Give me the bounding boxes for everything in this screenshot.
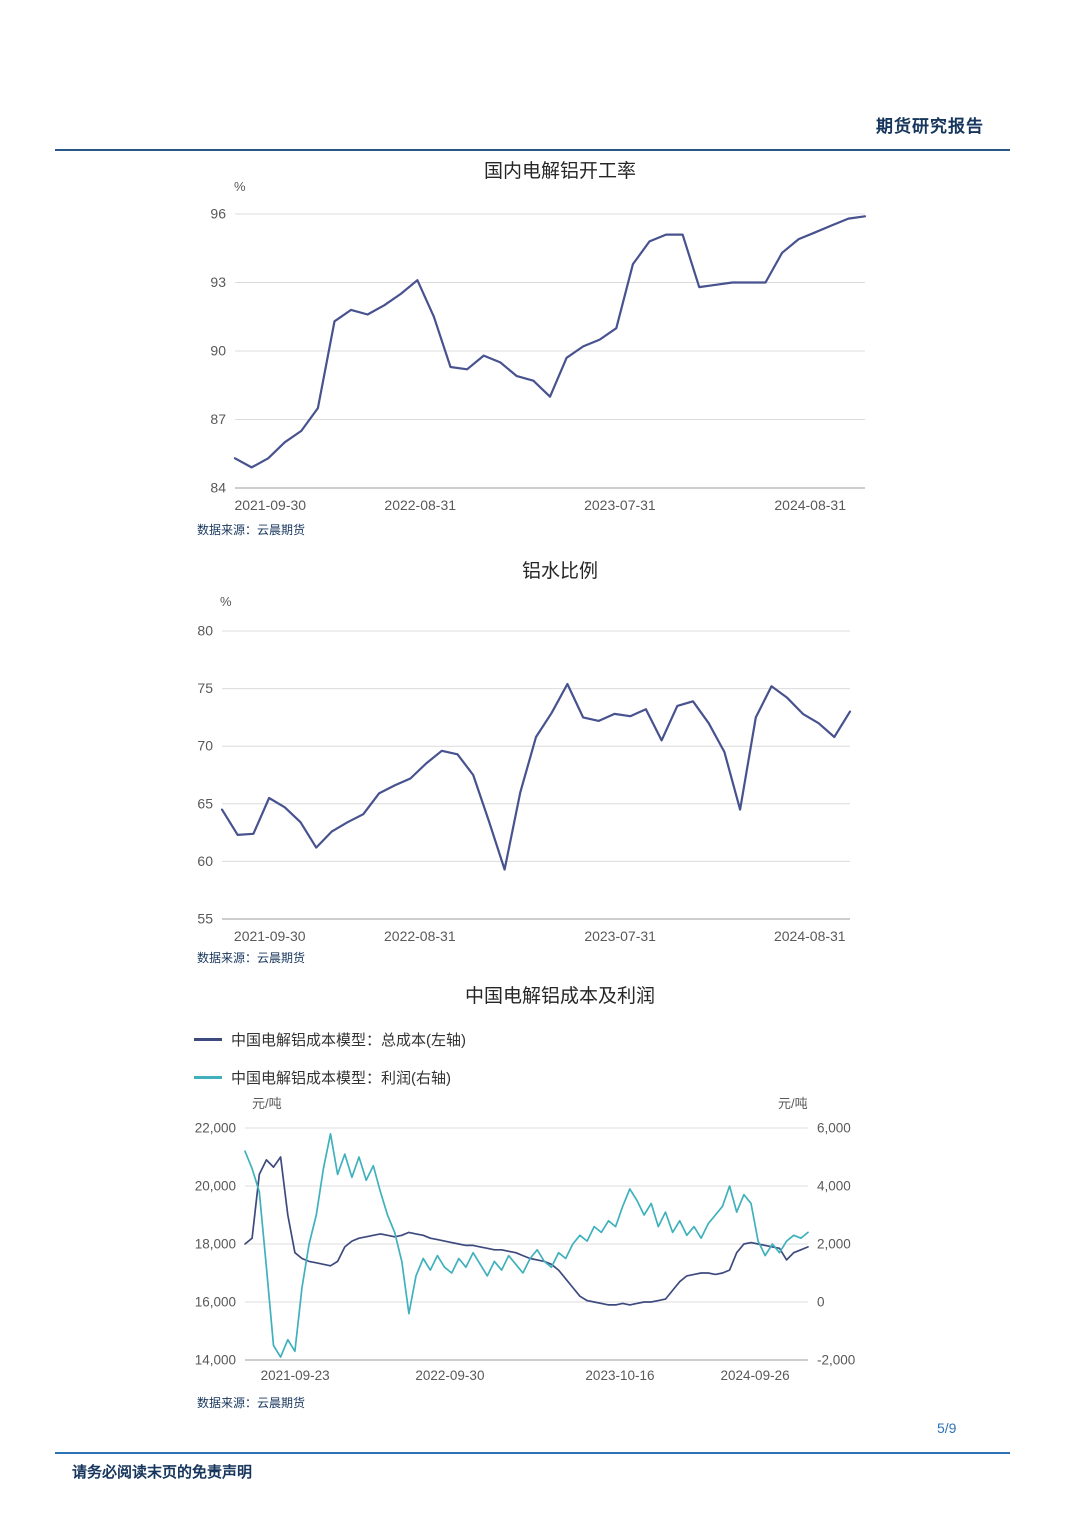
x-axis-tick-label: 2023-10-16 <box>585 1368 654 1383</box>
x-axis-tick-label: 2024-09-26 <box>721 1368 790 1383</box>
chart-cost-profit-title: 中国电解铝成本及利润 <box>464 986 655 1007</box>
y-axis-tick-label: 93 <box>210 274 226 290</box>
chart-cost-profit-legend: 中国电解铝成本模型：总成本(左轴) 中国电解铝成本模型：利润(右轴) <box>194 1026 466 1102</box>
chart-operating-rate-title: 国内电解铝开工率 <box>483 161 636 182</box>
total-cost-line-swatch <box>194 1037 222 1041</box>
y-axis-tick-label: 84 <box>210 480 226 496</box>
y-axis-tick-label: 70 <box>197 738 213 754</box>
chart-cost-profit-left-unit: 元/吨 <box>252 1096 282 1111</box>
profit-line-swatch <box>194 1075 222 1079</box>
chart-cost-profit-canvas: 22,000 20,000 18,000 16,000 14,000 6,000 4,000… <box>195 1121 856 1384</box>
right-y-axis-tick-label: 6,000 <box>817 1121 851 1136</box>
y-axis-tick-label: 22,000 <box>195 1121 236 1136</box>
legend-item-profit: 中国电解铝成本模型：利润(右轴) <box>194 1064 466 1090</box>
series-line-left <box>244 1156 809 1306</box>
footer-disclaimer: 请务必阅读末页的免责声明 <box>72 1465 253 1481</box>
right-y-axis-tick-label: 2,000 <box>817 1237 851 1252</box>
legend-label-profit: 中国电解铝成本模型：利润(右轴) <box>231 1069 451 1087</box>
y-axis-tick-label: 87 <box>210 411 226 427</box>
right-y-axis-tick-label: 4,000 <box>817 1179 851 1194</box>
right-y-axis-tick-label: 0 <box>817 1295 825 1310</box>
y-axis-tick-label: 16,000 <box>195 1295 236 1310</box>
chart-liquid-ratio-source: 数据来源：云晨期货 <box>197 951 306 965</box>
y-axis-tick-label: 65 <box>197 795 213 811</box>
chart-liquid-ratio-y-unit: % <box>220 594 232 609</box>
y-axis-tick-label: 18,000 <box>195 1237 236 1252</box>
x-axis-tick-label: 2024-08-31 <box>774 928 846 944</box>
x-axis-tick-label: 2022-09-30 <box>415 1368 484 1383</box>
series-line-left <box>233 215 867 469</box>
x-axis-tick-label: 2023-07-31 <box>584 928 656 944</box>
chart-cost-profit-right-unit: 元/吨 <box>778 1096 808 1111</box>
x-axis-tick-label: 2023-07-31 <box>584 497 656 513</box>
y-axis-tick-label: 55 <box>197 911 213 927</box>
chart-operating-rate-y-unit: % <box>234 179 246 194</box>
chart-cost-profit-source: 数据来源：云晨期货 <box>197 1396 306 1410</box>
x-axis-tick-label: 2022-08-31 <box>384 928 456 944</box>
x-axis-tick-label: 2024-08-31 <box>774 497 846 513</box>
legend-label-total-cost: 中国电解铝成本模型：总成本(左轴) <box>231 1031 466 1049</box>
legend-item-total-cost: 中国电解铝成本模型：总成本(左轴) <box>194 1026 466 1052</box>
chart-operating-rate-canvas: 96 93 90 87 84 2021-09-30 2022-08-31 2023-07-31… <box>210 206 867 513</box>
x-axis-tick-label: 2021-09-30 <box>234 497 306 513</box>
chart-liquid-ratio-title: 铝水比例 <box>521 561 598 582</box>
series-line-left <box>220 682 852 871</box>
x-axis-tick-label: 2021-09-23 <box>261 1368 330 1383</box>
y-axis-tick-label: 96 <box>210 206 226 222</box>
right-y-axis-tick-label: -2,000 <box>817 1353 855 1368</box>
y-axis-tick-label: 80 <box>197 623 213 639</box>
y-axis-tick-label: 75 <box>197 680 213 696</box>
x-axis-tick-label: 2022-08-31 <box>384 497 456 513</box>
x-axis-tick-label: 2021-09-30 <box>234 928 306 944</box>
header-divider <box>55 149 1010 151</box>
report-header-title: 期货研究报告 <box>876 117 984 136</box>
y-axis-tick-label: 14,000 <box>195 1353 236 1368</box>
y-axis-tick-label: 90 <box>210 343 226 359</box>
chart-operating-rate-source: 数据来源：云晨期货 <box>197 523 306 537</box>
footer-divider <box>55 1452 1010 1454</box>
page-number: 5/9 <box>937 1420 957 1436</box>
y-axis-tick-label: 60 <box>197 853 213 869</box>
y-axis-tick-label: 20,000 <box>195 1179 236 1194</box>
series-line-right <box>244 1132 809 1358</box>
chart-liquid-ratio-canvas: 80 75 70 65 60 55 2021-09-30 2022-08-31 2023-07-… <box>197 623 852 944</box>
